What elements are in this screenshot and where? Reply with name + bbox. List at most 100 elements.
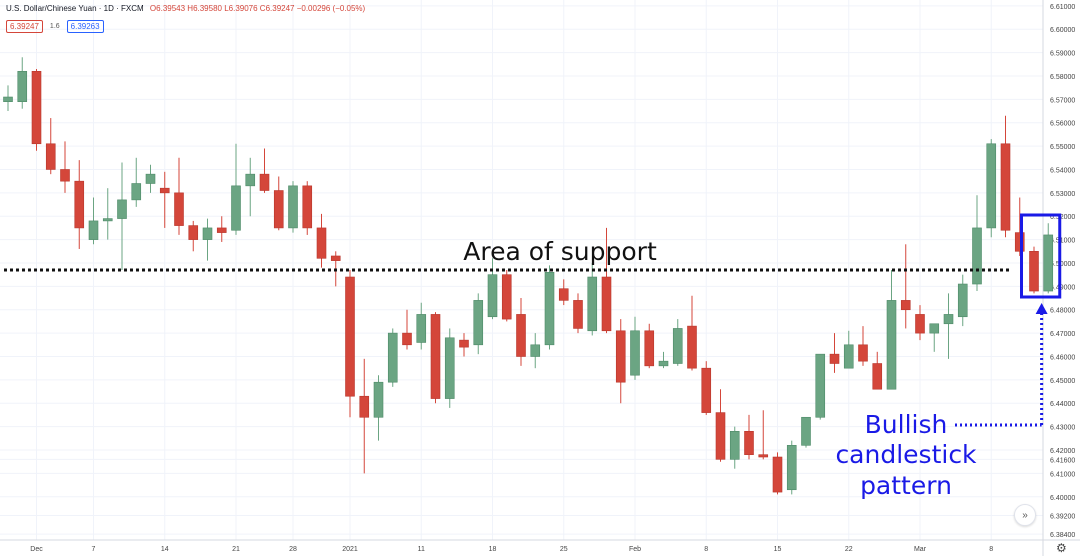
bearish-candle: [316, 227, 327, 259]
bearish-candle: [772, 456, 783, 493]
bullish-candle: [444, 337, 455, 399]
bullish-candle: [986, 143, 997, 229]
bullish-candle: [658, 360, 669, 367]
bearish-candle: [758, 454, 769, 458]
pattern-label-line: candlestick: [835, 440, 977, 469]
bullish-candle: [630, 330, 640, 376]
bearish-candle: [216, 227, 227, 233]
bullish-candle: [843, 344, 854, 369]
price-tick-label: 6.59000: [1050, 51, 1075, 58]
bullish-candle: [3, 96, 13, 102]
price-tick-label: 6.53000: [1050, 191, 1075, 198]
bearish-candle: [1014, 232, 1025, 252]
bullish-candle: [487, 274, 498, 318]
bullish-candle: [943, 314, 954, 325]
bullish-candle: [786, 445, 797, 491]
bullish-candle: [416, 314, 427, 343]
bullish-candle: [245, 173, 256, 187]
bullish-candle: [530, 344, 541, 357]
buy-price-badge[interactable]: 6.39263: [66, 20, 104, 33]
price-tick-label: 6.41000: [1050, 471, 1075, 478]
price-tick-label: 6.48000: [1050, 308, 1075, 315]
sell-price-badge[interactable]: 6.39247: [6, 20, 43, 33]
bearish-candle: [829, 353, 840, 364]
bullish-candle: [288, 185, 298, 229]
time-tick-label: 11: [418, 546, 425, 553]
bearish-candle: [558, 288, 569, 301]
price-tick-label: 6.45000: [1050, 378, 1075, 385]
bullish-candle: [373, 381, 384, 418]
bearish-candle: [302, 185, 313, 229]
bearish-candle: [701, 367, 712, 413]
price-tick-label: 6.54000: [1050, 167, 1075, 174]
bearish-candle: [900, 300, 911, 311]
bearish-candle: [459, 339, 469, 348]
price-tick-label: 6.51000: [1050, 238, 1075, 245]
price-tick-label: 6.38400: [1050, 532, 1075, 539]
price-tick-label: 6.60000: [1050, 27, 1075, 34]
bullish-candle: [815, 353, 826, 418]
price-tick-label: 6.56000: [1050, 121, 1075, 128]
bearish-candle: [259, 173, 270, 191]
chart-header: U.S. Dollar/Chinese Yuan · 1D · FXCM O6.…: [6, 4, 365, 13]
time-tick-label: 8: [704, 546, 708, 553]
arrow-head: [1035, 303, 1048, 314]
bearish-candle: [159, 187, 170, 194]
bearish-candle: [330, 255, 341, 261]
bullish-candle: [202, 227, 213, 240]
bearish-candle: [45, 143, 56, 170]
bullish-candle: [473, 300, 484, 346]
trade-badges: 6.39247 1.6 6.39263: [6, 20, 104, 33]
price-tick-label: 6.58000: [1050, 74, 1075, 81]
price-tick-label: 6.44000: [1050, 401, 1075, 408]
price-tick-label: 6.42000: [1050, 448, 1075, 455]
bearish-candle: [715, 412, 726, 460]
bearish-candle: [31, 70, 42, 145]
bearish-candle: [1000, 143, 1011, 231]
bearish-candle: [872, 363, 883, 390]
bearish-candle: [273, 190, 284, 229]
bullish-candle: [929, 323, 940, 334]
gear-icon[interactable]: ⚙: [1056, 541, 1067, 555]
pattern-label-line: Bullish: [865, 410, 948, 439]
price-tick-label: 6.41600: [1050, 457, 1075, 464]
bullish-candle: [1043, 234, 1054, 292]
time-tick-label: Dec: [30, 546, 43, 553]
time-tick-label: Feb: [629, 546, 641, 553]
bullish-candle: [88, 220, 99, 240]
time-tick-label: 8: [989, 546, 993, 553]
price-tick-label: 6.40000: [1050, 495, 1075, 502]
time-tick-label: 25: [560, 546, 568, 553]
time-tick-label: 22: [845, 546, 853, 553]
candles: [3, 57, 1054, 495]
price-tick-label: 6.43000: [1050, 425, 1075, 432]
bullish-candle: [972, 227, 982, 285]
bearish-candle: [188, 225, 199, 240]
bearish-candle: [644, 330, 655, 367]
time-tick-label: 21: [232, 546, 240, 553]
price-tick-label: 6.39200: [1050, 513, 1075, 520]
price-tick-label: 6.57000: [1050, 97, 1075, 104]
bearish-candle: [501, 274, 512, 320]
bullish-candle: [957, 283, 968, 318]
time-tick-label: 15: [774, 546, 782, 553]
price-tick-label: 6.47000: [1050, 331, 1075, 338]
bearish-candle: [345, 276, 355, 397]
bullish-candle: [17, 70, 28, 102]
bullish-candle: [117, 199, 127, 219]
bearish-candle: [359, 395, 370, 418]
bullish-candle: [387, 332, 398, 383]
bearish-candle: [74, 180, 85, 229]
bullish-candle: [231, 185, 241, 231]
time-tick-label: 28: [289, 546, 297, 553]
price-tick-label: 6.50000: [1050, 261, 1075, 268]
bearish-candle: [744, 430, 754, 455]
bearish-candle: [858, 344, 868, 362]
scroll-to-realtime-button[interactable]: »: [1014, 504, 1036, 526]
bearish-candle: [516, 314, 526, 357]
price-tick-label: 6.49000: [1050, 284, 1075, 291]
bullish-candle: [102, 218, 113, 222]
bearish-candle: [687, 325, 697, 369]
bullish-candle: [587, 276, 598, 332]
